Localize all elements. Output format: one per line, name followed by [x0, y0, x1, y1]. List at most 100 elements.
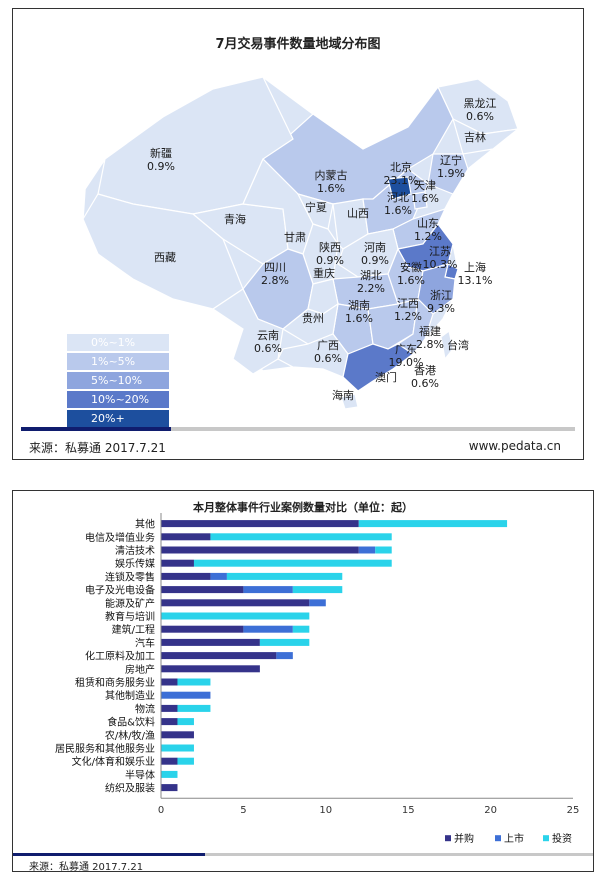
category-label-11: 房地产: [125, 663, 155, 676]
bar-0-2: [161, 546, 359, 554]
region-name-13: 西藏: [154, 251, 176, 264]
legend-label: 10%~20%: [85, 391, 169, 408]
region-name-15: 河南: [364, 241, 386, 254]
province-taiwan: [440, 329, 454, 361]
region-value-22: 9.3%: [427, 302, 455, 315]
category-label-17: 居民服务和其他服务业: [55, 742, 155, 755]
region-value-5: 23.1%: [384, 174, 419, 187]
bar-0-10: [161, 652, 277, 660]
bar-source-divider: [13, 853, 593, 856]
bar-1-5: [243, 586, 293, 594]
category-label-12: 租赁和商务服务业: [75, 676, 155, 689]
bar-source: 来源：私募通 2017.7.21: [29, 862, 144, 873]
category-label-0: 其他: [135, 518, 155, 531]
region-name-12: 甘肃: [284, 231, 306, 244]
bar-0-4: [161, 572, 211, 580]
legend-marker-1: [495, 835, 501, 842]
region-name-1: 吉林: [464, 130, 486, 144]
region-value-4: 1.6%: [317, 182, 345, 195]
bar-2-12: [177, 678, 211, 686]
legend-label: 20%+: [85, 410, 169, 427]
region-value-30: 19.0%: [389, 356, 424, 369]
bar-panel: 本月整体事件行业案例数量对比（单位：起） 其他 电信及增值业务 清洁技术 娱乐传媒 连锁…: [12, 490, 594, 873]
legend-label-0: 并购: [454, 832, 474, 845]
province-guangdong: [342, 343, 415, 392]
category-label-4: 连锁及零售: [105, 570, 155, 583]
map-legend: 0%~1% 1%~5% 5%~10% 10%~20% 20%+: [67, 333, 169, 428]
region-value-14: 0.9%: [316, 254, 344, 267]
legend-marker-2: [543, 835, 549, 842]
bar-0-15: [161, 718, 178, 726]
bar-2-18: [177, 757, 194, 765]
x-tick-label-4: 20: [484, 805, 497, 816]
region-value-18: 13.1%: [458, 274, 493, 287]
map-title: 7月交易事件数量地域分布图: [215, 37, 381, 52]
legend-swatch: [67, 334, 85, 351]
legend-row-0: 0%~1%: [67, 333, 169, 352]
category-label-10: 化工原料及加工: [85, 650, 155, 663]
bar-2-2: [375, 546, 392, 554]
category-label-18: 文化/体育和娱乐业: [72, 755, 155, 768]
bar-0-0: [161, 520, 359, 528]
region-value-6: 1.6%: [411, 192, 439, 205]
category-label-3: 娱乐传媒: [115, 557, 155, 570]
region-name-4: 内蒙古: [315, 168, 348, 182]
category-label-14: 物流: [135, 702, 155, 715]
x-tick-label-5: 25: [567, 805, 580, 816]
bar-1-2: [358, 546, 376, 554]
province-liaoning: [427, 153, 469, 195]
bar-1-4: [210, 572, 227, 580]
region-value-19: 2.8%: [261, 274, 289, 287]
map-source-divider: [21, 427, 575, 431]
bar-0-14: [161, 704, 178, 712]
region-name-29: 广西: [317, 339, 339, 352]
region-name-9: 青海: [224, 212, 246, 226]
region-name-28: 台湾: [447, 338, 469, 352]
legend-swatch: [67, 410, 85, 427]
region-value-31: 0.6%: [411, 377, 439, 390]
region-value-7: 1.6%: [384, 204, 412, 217]
category-label-20: 纺织及服装: [105, 782, 155, 795]
map-site: www.pedata.cn: [468, 439, 561, 453]
bar-2-14: [177, 704, 211, 712]
legend-row-3: 10%~20%: [67, 390, 169, 409]
legend-label: 1%~5%: [85, 353, 169, 370]
bar-2-7: [161, 612, 310, 620]
region-name-16: 江苏: [429, 245, 451, 258]
region-name-25: 江西: [397, 297, 419, 310]
legend-marker-0: [445, 835, 451, 842]
bar-0-18: [161, 757, 178, 765]
region-name-24: 湖南: [348, 299, 370, 312]
bar-2-17: [161, 744, 194, 752]
region-value-17: 1.6%: [397, 274, 425, 287]
region-name-14: 陕西: [319, 240, 341, 254]
region-name-2: 辽宁: [440, 153, 462, 167]
bar-0-6: [161, 599, 310, 607]
region-name-23: 贵州: [302, 312, 324, 325]
region-value-21: 2.2%: [357, 282, 385, 295]
bar-0-12: [161, 678, 178, 686]
category-label-5: 电子及光电设备: [85, 584, 155, 597]
bar-0-9: [161, 638, 260, 646]
category-label-16: 农/林/牧/渔: [105, 729, 155, 742]
region-value-25: 1.2%: [394, 310, 422, 323]
bar-0-5: [161, 586, 244, 594]
region-name-3: 新疆: [150, 146, 172, 160]
bar-0-11: [161, 665, 260, 673]
region-name-21: 湖北: [360, 269, 382, 282]
region-name-33: 海南: [332, 388, 354, 402]
map-source: 来源：私募通 2017.7.21: [29, 441, 166, 455]
region-name-30: 广东: [395, 343, 417, 356]
legend-swatch: [67, 372, 85, 389]
x-tick-label-2: 10: [319, 805, 332, 816]
province-beijing: [387, 176, 412, 200]
region-value-24: 1.6%: [345, 312, 373, 325]
bar-1-13: [161, 691, 211, 699]
region-name-18: 上海: [464, 260, 486, 274]
category-label-9: 汽车: [135, 636, 155, 649]
legend-label: 0%~1%: [85, 334, 169, 351]
bar-0-1: [161, 533, 211, 541]
bar-0-8: [161, 625, 244, 633]
bar-chart: 其他电信及增值业务清洁技术娱乐传媒连锁及零售电子及光电设备能源及矿产教育与培训建…: [55, 513, 580, 845]
legend-row-4: 20%+: [67, 409, 169, 428]
